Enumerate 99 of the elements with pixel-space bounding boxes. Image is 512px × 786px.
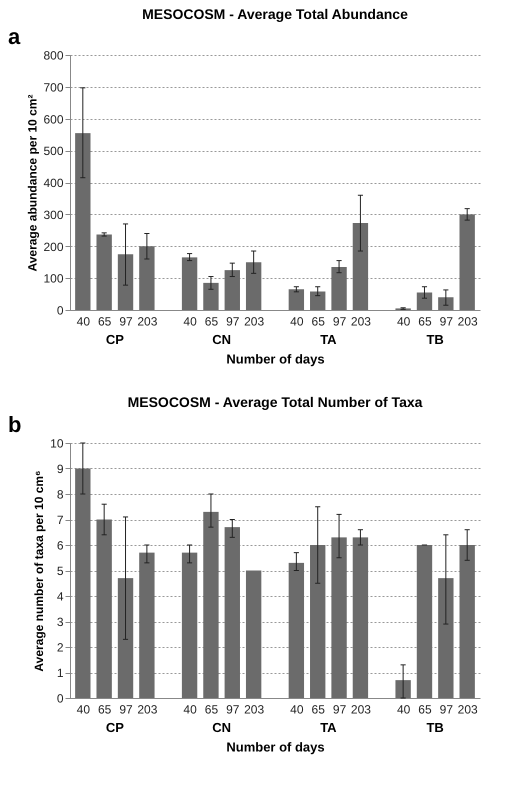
bar — [75, 468, 90, 698]
x-axis-title: Number of days — [226, 352, 325, 366]
x-tick-label: 40 — [290, 314, 304, 328]
x-tick-label: 65 — [418, 702, 432, 716]
y-tick-label: 1 — [56, 666, 64, 680]
x-tick-label: 97 — [226, 702, 240, 716]
y-tick-label: 0 — [56, 692, 64, 706]
y-tick-label: 8 — [56, 488, 64, 502]
bar — [416, 545, 432, 698]
bar — [310, 545, 326, 698]
x-tick-label: 203 — [350, 702, 372, 716]
y-tick-label: 3 — [56, 615, 64, 629]
bar — [139, 552, 155, 698]
text: TB — [426, 720, 444, 735]
y-axis-title: Average abundance per 10 cm² — [25, 94, 40, 272]
bar — [331, 266, 347, 310]
x-tick-label: 203 — [244, 702, 264, 716]
bar — [246, 570, 262, 698]
bar — [118, 578, 134, 698]
y-tick-label: 600 — [43, 112, 64, 126]
bar — [203, 512, 219, 698]
x-tick-label: 65 — [204, 314, 218, 328]
bar — [438, 578, 454, 698]
x-tick-label: 40 — [76, 314, 90, 328]
x-tick-label: 203 — [137, 314, 158, 328]
text: TA — [320, 720, 338, 735]
text: CP — [106, 332, 124, 347]
bar — [96, 520, 112, 698]
bar — [460, 214, 475, 310]
y-tick-label: 6 — [56, 538, 64, 552]
y-tick-label: 10 — [50, 436, 64, 450]
text: CN — [212, 720, 232, 735]
y-tick-label: 2 — [56, 640, 64, 654]
x-tick-label: 65 — [312, 702, 326, 716]
bar — [246, 262, 262, 310]
bar — [438, 297, 454, 310]
bar — [288, 289, 304, 310]
x-tick-label: 40 — [183, 702, 198, 716]
y-tick-label: 200 — [43, 240, 64, 254]
bar — [96, 234, 112, 310]
x-tick-label: 97 — [332, 314, 347, 328]
y-tick-label: 300 — [43, 208, 64, 222]
y-tick-label: 5 — [56, 564, 64, 578]
x-tick-label: 65 — [98, 314, 112, 328]
bar — [139, 246, 155, 310]
text: a — [8, 24, 21, 49]
bar — [288, 562, 304, 698]
x-tick-label: 97 — [119, 702, 134, 716]
chart-title: MESOCOSM - Average Total Number of Taxa — [128, 394, 423, 410]
x-tick-label: 65 — [204, 702, 218, 716]
y-tick-label: 700 — [43, 80, 64, 94]
bar — [352, 222, 368, 310]
bar — [224, 527, 240, 698]
x-tick-label: 40 — [396, 702, 411, 716]
y-tick-label: 500 — [43, 144, 64, 158]
x-axis-title: Number of days — [226, 740, 325, 754]
text: CP — [106, 720, 124, 735]
x-tick-label: 97 — [440, 314, 454, 328]
x-tick-label: 203 — [244, 314, 264, 328]
x-tick-label: 65 — [98, 702, 112, 716]
y-tick-label: 100 — [43, 272, 64, 286]
x-tick-label: 97 — [226, 314, 240, 328]
text: CN — [212, 332, 232, 347]
x-tick-label: 40 — [290, 702, 304, 716]
y-tick-label: 800 — [43, 48, 64, 62]
text: TB — [426, 332, 444, 347]
bar — [331, 537, 347, 698]
x-tick-label: 97 — [119, 314, 134, 328]
bar — [224, 270, 240, 310]
bar — [182, 552, 198, 698]
bar — [203, 282, 219, 310]
x-tick-label: 40 — [396, 314, 411, 328]
bar — [118, 254, 134, 310]
x-tick-label: 97 — [440, 702, 454, 716]
x-tick-label: 203 — [350, 314, 372, 328]
bar — [416, 292, 432, 310]
y-tick-label: 400 — [43, 176, 64, 190]
x-tick-label: 65 — [312, 314, 326, 328]
x-tick-label: 40 — [76, 702, 90, 716]
y-tick-label: 9 — [56, 462, 64, 476]
bar — [75, 133, 90, 310]
bar — [395, 680, 411, 698]
chart-title: MESOCOSM - Average Total Abundance — [142, 6, 408, 22]
x-tick-label: 97 — [332, 702, 347, 716]
y-tick-label: 0 — [56, 304, 64, 318]
bar — [182, 257, 198, 310]
bar — [310, 292, 326, 310]
text: b — [8, 412, 22, 437]
bar — [352, 537, 368, 698]
x-tick-label: 203 — [458, 314, 478, 328]
x-tick-label: 203 — [458, 702, 478, 716]
y-tick-label: 4 — [56, 590, 64, 604]
bar — [460, 545, 475, 698]
y-tick-label: 7 — [56, 513, 64, 527]
x-tick-label: 40 — [183, 314, 198, 328]
x-tick-label: 203 — [137, 702, 158, 716]
x-tick-label: 65 — [418, 314, 432, 328]
y-axis-title: Average number of taxa per 10 cm⁶ — [32, 470, 46, 672]
text: TA — [320, 332, 338, 347]
